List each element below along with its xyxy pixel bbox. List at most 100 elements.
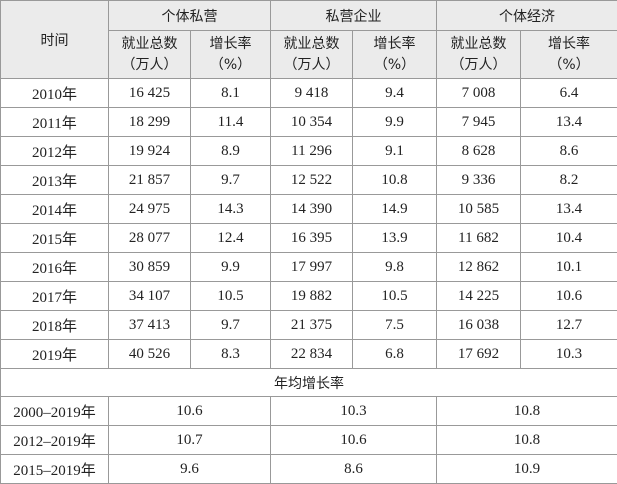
year-cell: 2013年: [1, 166, 109, 195]
subheader-line: （%）: [353, 55, 436, 76]
value-cell: 13.9: [353, 224, 437, 253]
average-title: 年均增长率: [1, 369, 617, 397]
value-cell: 6.4: [521, 79, 617, 108]
average-cell: 10.9: [437, 455, 617, 484]
value-cell: 10 585: [437, 195, 521, 224]
value-cell: 16 038: [437, 311, 521, 340]
value-cell: 40 526: [109, 340, 191, 369]
value-cell: 8.3: [191, 340, 271, 369]
value-cell: 13.4: [521, 195, 617, 224]
period-cell: 2000–2019年: [1, 397, 109, 426]
value-cell: 9.9: [191, 253, 271, 282]
value-cell: 13.4: [521, 108, 617, 137]
value-cell: 8.6: [521, 137, 617, 166]
value-cell: 6.8: [353, 340, 437, 369]
value-cell: 12.4: [191, 224, 271, 253]
value-cell: 9 418: [271, 79, 353, 108]
subheader-line: 增长率: [191, 34, 270, 55]
value-cell: 8.1: [191, 79, 271, 108]
value-cell: 8 628: [437, 137, 521, 166]
value-cell: 8.9: [191, 137, 271, 166]
value-cell: 12 522: [271, 166, 353, 195]
average-cell: 10.6: [271, 426, 437, 455]
subheader-line: （%）: [191, 55, 270, 76]
value-cell: 10.4: [521, 224, 617, 253]
value-cell: 9 336: [437, 166, 521, 195]
value-cell: 10 354: [271, 108, 353, 137]
average-cell: 10.8: [437, 397, 617, 426]
value-cell: 11.4: [191, 108, 271, 137]
year-cell: 2017年: [1, 282, 109, 311]
value-cell: 10.5: [353, 282, 437, 311]
period-cell: 2012–2019年: [1, 426, 109, 455]
value-cell: 14.3: [191, 195, 271, 224]
subheader-line: （万人）: [271, 55, 352, 76]
value-cell: 9.4: [353, 79, 437, 108]
year-cell: 2018年: [1, 311, 109, 340]
subheader-line: 就业总数: [271, 34, 352, 55]
average-cell: 8.6: [271, 455, 437, 484]
value-cell: 21 857: [109, 166, 191, 195]
average-cell: 10.7: [109, 426, 271, 455]
value-cell: 8.2: [521, 166, 617, 195]
value-cell: 12 862: [437, 253, 521, 282]
subheader: 增长率（%）: [353, 31, 437, 79]
value-cell: 7.5: [353, 311, 437, 340]
value-cell: 10.8: [353, 166, 437, 195]
value-cell: 10.3: [521, 340, 617, 369]
year-cell: 2010年: [1, 79, 109, 108]
value-cell: 30 859: [109, 253, 191, 282]
group-header: 个体私营: [109, 1, 271, 31]
value-cell: 24 975: [109, 195, 191, 224]
value-cell: 9.7: [191, 166, 271, 195]
average-cell: 10.8: [437, 426, 617, 455]
value-cell: 11 682: [437, 224, 521, 253]
subheader-line: 就业总数: [437, 34, 520, 55]
value-cell: 9.9: [353, 108, 437, 137]
value-cell: 7 008: [437, 79, 521, 108]
value-cell: 21 375: [271, 311, 353, 340]
subheader-line: 增长率: [521, 34, 617, 55]
year-cell: 2019年: [1, 340, 109, 369]
value-cell: 7 945: [437, 108, 521, 137]
year-cell: 2014年: [1, 195, 109, 224]
value-cell: 37 413: [109, 311, 191, 340]
average-cell: 10.6: [109, 397, 271, 426]
value-cell: 12.7: [521, 311, 617, 340]
subheader: 就业总数（万人）: [271, 31, 353, 79]
group-header: 个体经济: [437, 1, 617, 31]
subheader: 增长率（%）: [521, 31, 617, 79]
value-cell: 9.7: [191, 311, 271, 340]
value-cell: 22 834: [271, 340, 353, 369]
value-cell: 16 425: [109, 79, 191, 108]
value-cell: 17 997: [271, 253, 353, 282]
subheader: 就业总数（万人）: [437, 31, 521, 79]
year-cell: 2016年: [1, 253, 109, 282]
value-cell: 9.8: [353, 253, 437, 282]
value-cell: 10.6: [521, 282, 617, 311]
subheader-line: 就业总数: [109, 34, 190, 55]
year-cell: 2012年: [1, 137, 109, 166]
subheader-line: 增长率: [353, 34, 436, 55]
value-cell: 19 924: [109, 137, 191, 166]
value-cell: 28 077: [109, 224, 191, 253]
year-cell: 2011年: [1, 108, 109, 137]
value-cell: 14.9: [353, 195, 437, 224]
value-cell: 10.5: [191, 282, 271, 311]
value-cell: 11 296: [271, 137, 353, 166]
